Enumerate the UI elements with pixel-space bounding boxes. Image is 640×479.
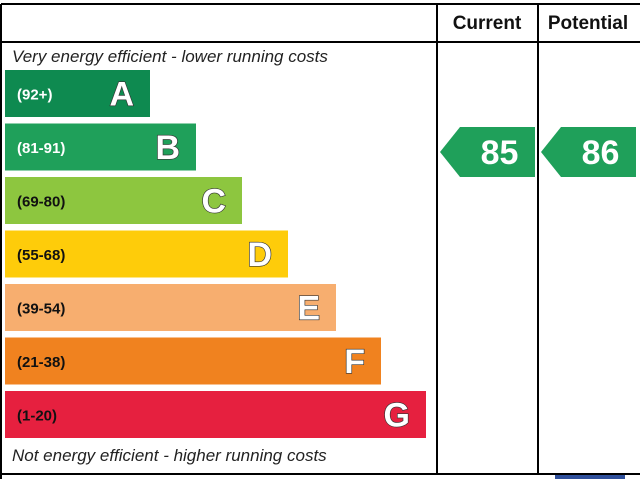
band-range-label: (21-38) bbox=[17, 354, 65, 371]
band-bar-b bbox=[5, 123, 196, 171]
band-letter: B bbox=[155, 129, 180, 167]
top-caption: Very energy efficient - lower running co… bbox=[12, 47, 328, 66]
chart-frame bbox=[0, 3, 640, 479]
band-letter: A bbox=[109, 76, 134, 114]
band-range-label: (1-20) bbox=[17, 408, 57, 425]
rating-band-a: (92+) A bbox=[5, 70, 150, 117]
band-letter: F bbox=[344, 343, 365, 381]
rating-band-c: (69-80) C bbox=[5, 177, 242, 224]
band-letter: G bbox=[384, 397, 410, 435]
current-column-header: Current bbox=[453, 13, 522, 34]
band-bar-a bbox=[5, 70, 150, 117]
band-range-label: (39-54) bbox=[17, 301, 65, 318]
band-bar-g bbox=[5, 391, 426, 438]
rating-band-f: (21-38) F bbox=[5, 337, 381, 385]
band-bar-d bbox=[5, 230, 288, 278]
bottom-caption: Not energy efficient - higher running co… bbox=[12, 446, 327, 465]
rating-arrows: 85 86 bbox=[440, 127, 636, 177]
potential-score: 86 bbox=[582, 134, 620, 172]
current-rating-arrow: 85 bbox=[440, 127, 535, 177]
rating-band-g: (1-20) G bbox=[5, 391, 426, 438]
rating-band-e: (39-54) E bbox=[5, 284, 336, 331]
band-letter: E bbox=[297, 290, 320, 328]
rating-band-b: (81-91) B bbox=[5, 123, 196, 171]
potential-arrow-shape bbox=[541, 127, 636, 177]
band-bar-f bbox=[5, 337, 381, 385]
potential-column-header: Potential bbox=[548, 13, 628, 34]
rating-bands: (92+) A (81-91) B (69-80) C (55-68) D (39-54) E (2… bbox=[5, 70, 426, 438]
potential-rating-arrow: 86 bbox=[541, 127, 636, 177]
band-bar-e bbox=[5, 284, 336, 331]
footer-logo-strip bbox=[555, 475, 625, 479]
band-range-label: (92+) bbox=[17, 87, 52, 104]
current-arrow-shape bbox=[440, 127, 535, 177]
band-range-label: (55-68) bbox=[17, 247, 65, 264]
band-range-label: (81-91) bbox=[17, 140, 65, 157]
band-bar-c bbox=[5, 177, 242, 224]
current-score: 85 bbox=[481, 134, 519, 172]
band-letter: D bbox=[247, 236, 272, 274]
band-range-label: (69-80) bbox=[17, 194, 65, 211]
rating-band-d: (55-68) D bbox=[5, 230, 288, 278]
band-letter: C bbox=[201, 183, 226, 221]
